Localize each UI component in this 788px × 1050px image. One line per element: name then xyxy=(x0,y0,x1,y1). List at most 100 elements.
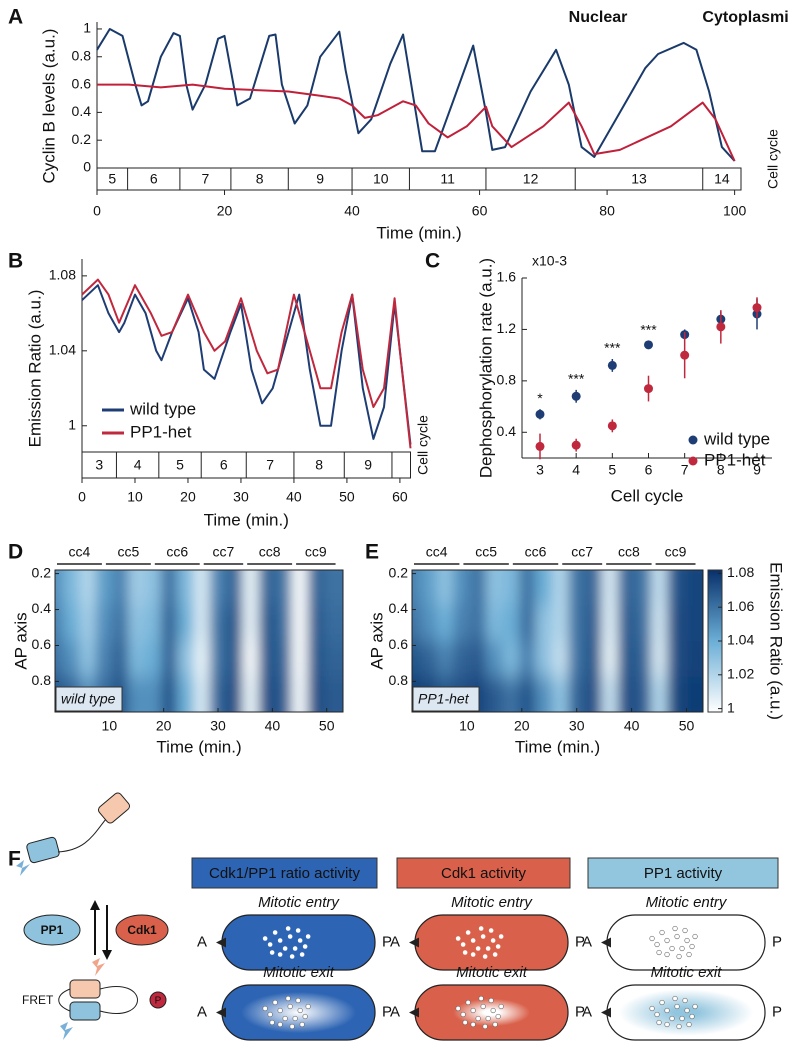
heat-cell xyxy=(323,605,343,642)
heat-cell xyxy=(242,570,260,607)
inset-label: wild type xyxy=(61,691,116,707)
heat-cell xyxy=(291,605,309,642)
cycle-label: 4 xyxy=(134,457,142,473)
heat-cell xyxy=(667,605,685,642)
heat-cell xyxy=(177,605,195,642)
point xyxy=(607,360,617,370)
nucleus xyxy=(490,938,496,943)
nucleus xyxy=(272,930,278,935)
plot-frame xyxy=(411,569,704,713)
heat-cell xyxy=(209,676,228,712)
y-tick-label: 0.2 xyxy=(32,564,52,580)
nucleus xyxy=(672,925,678,932)
heat-cell xyxy=(634,641,652,678)
nucleus xyxy=(659,999,665,1006)
heat-cell xyxy=(601,605,619,642)
x-tick-label: 40 xyxy=(344,203,360,219)
x-tick-label: 20 xyxy=(514,718,530,734)
nucleus xyxy=(297,938,303,943)
nucleus xyxy=(480,934,486,939)
anterior-label: A xyxy=(390,933,400,950)
panel-label: C xyxy=(425,250,440,273)
column-title: Cdk1 activity xyxy=(441,865,527,882)
cycle-label: cc8 xyxy=(618,544,640,560)
x-tick-label: 40 xyxy=(286,489,302,505)
nucleus xyxy=(460,942,466,947)
point xyxy=(571,440,581,450)
nucleus xyxy=(262,936,268,941)
nucleus xyxy=(689,943,695,950)
plot-frame xyxy=(54,569,344,713)
line-series xyxy=(96,28,736,162)
y-tick-label: 0.4 xyxy=(32,600,52,616)
nucleus xyxy=(488,928,494,933)
x-axis-label: Cell cycle xyxy=(611,486,684,505)
nucleus xyxy=(684,1007,690,1014)
nucleus xyxy=(482,954,488,959)
nucleus xyxy=(682,997,688,1004)
heat-cell xyxy=(291,676,309,712)
nucleus xyxy=(488,997,494,1004)
heat-cell xyxy=(469,641,488,678)
column-header xyxy=(396,857,571,889)
nucleus xyxy=(692,933,698,940)
nucleus xyxy=(299,952,305,957)
nucleus xyxy=(649,1005,655,1012)
inset-box xyxy=(55,686,123,712)
x-tick-label: 10 xyxy=(127,489,143,505)
heat-cell xyxy=(683,570,703,607)
nucleus xyxy=(664,1021,670,1028)
nucleus xyxy=(679,1015,685,1022)
row-title: Mitotic entry xyxy=(451,894,533,911)
heat-cell xyxy=(634,570,652,607)
x-tick-label: 100 xyxy=(723,203,747,219)
embryo-tip xyxy=(216,937,226,948)
posterior-label: P xyxy=(575,933,585,950)
panel-label: F xyxy=(8,848,21,871)
colorbar-tick-label: 1.06 xyxy=(727,598,754,614)
y-axis-label: Dephosphorylation rate (a.u.) xyxy=(476,258,495,478)
point xyxy=(644,340,653,350)
column-header xyxy=(587,857,779,889)
nucleus xyxy=(282,1015,288,1022)
nucleus xyxy=(664,1007,670,1014)
y-tick-label: 1.6 xyxy=(497,269,517,285)
nucleus xyxy=(295,997,301,1004)
line-series xyxy=(81,284,412,445)
heat-cell xyxy=(79,605,97,642)
heat-cell xyxy=(258,641,277,678)
heat-cell xyxy=(650,641,669,678)
heat-cell xyxy=(258,605,277,642)
x-tick-label: 10 xyxy=(102,718,118,734)
legend-label: wild type xyxy=(703,429,770,448)
heat-cell xyxy=(177,570,195,607)
y-tick-label: 1.04 xyxy=(49,342,76,358)
nucleus xyxy=(470,1021,476,1028)
heat-cell xyxy=(160,605,179,642)
point xyxy=(752,303,762,313)
heat-cell xyxy=(193,641,211,678)
y-tick-label: 0.8 xyxy=(72,47,92,63)
nucleus xyxy=(287,1003,293,1010)
nucleus xyxy=(676,953,682,960)
nucleus xyxy=(462,950,468,955)
nucleus xyxy=(305,1003,311,1010)
heat-cell xyxy=(128,570,146,607)
heat-cell xyxy=(420,570,438,607)
anterior-label: A xyxy=(197,1003,207,1020)
heat-cell xyxy=(160,641,179,678)
nucleus xyxy=(495,944,501,949)
heat-cell xyxy=(667,641,685,678)
cycle-label: 12 xyxy=(523,171,539,187)
heat-cell xyxy=(552,641,570,678)
point xyxy=(571,391,581,401)
colorbar-tick-label: 1.08 xyxy=(727,564,754,580)
heat-cell xyxy=(601,570,619,607)
nucleus xyxy=(492,952,498,957)
y-tick-label: 1 xyxy=(68,416,76,432)
phospho-label: P xyxy=(155,996,162,1007)
heat-cell xyxy=(226,676,244,712)
nucleus xyxy=(262,1005,268,1012)
heat-cell xyxy=(112,641,130,678)
embryo-tip xyxy=(409,1007,419,1018)
